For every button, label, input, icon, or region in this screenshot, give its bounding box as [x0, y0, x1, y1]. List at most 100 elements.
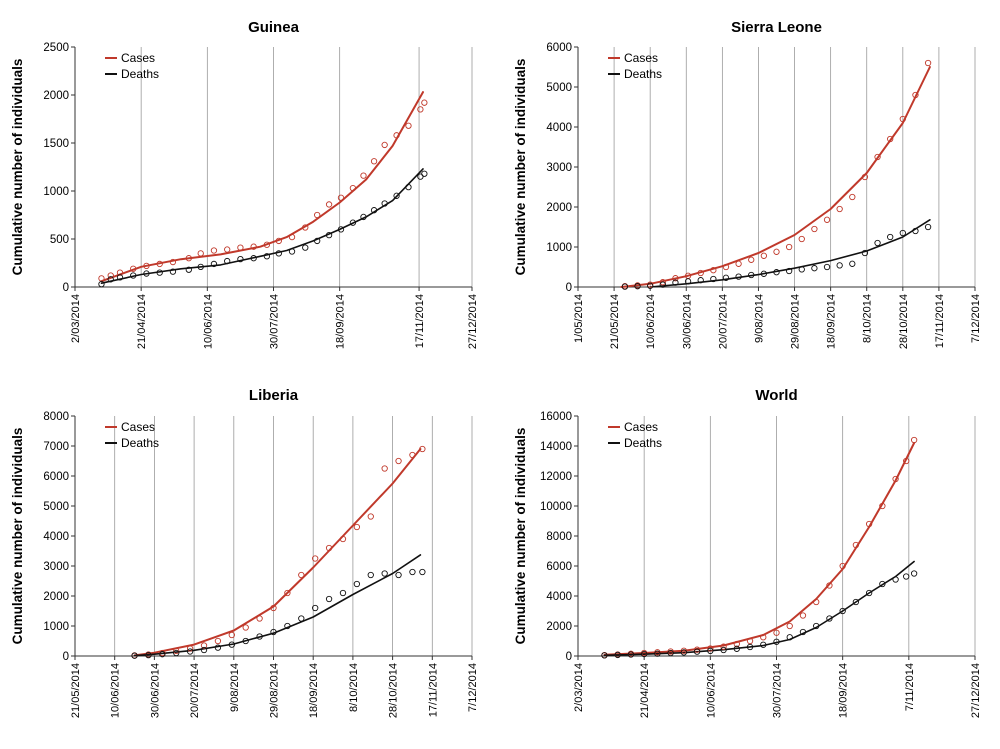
cases-point	[395, 457, 402, 465]
y-tick-label: 12000	[540, 471, 572, 483]
deaths-point	[852, 598, 860, 606]
deaths-point	[839, 607, 846, 615]
x-tick-label: 21/04/2014	[639, 663, 651, 718]
cases-point	[288, 233, 296, 241]
deaths-point	[924, 223, 932, 231]
deaths-point	[325, 595, 333, 603]
deaths-point	[107, 276, 114, 283]
cases-line	[133, 448, 422, 657]
deaths-point	[735, 273, 742, 280]
deaths-point	[760, 270, 768, 277]
y-tick-label: 3000	[43, 561, 69, 573]
chart-title: Sierra Leone	[731, 19, 822, 36]
y-axis-label: Cumulative number of individuals	[10, 428, 25, 645]
y-axis-label: Cumulative number of individuals	[10, 59, 25, 276]
deaths-point	[367, 571, 374, 579]
deaths-point	[393, 192, 400, 199]
legend-cases-label: Cases	[121, 51, 155, 65]
deaths-point	[707, 647, 714, 655]
cases-point	[693, 646, 701, 653]
cases-point	[799, 612, 807, 619]
cases-point	[786, 622, 793, 630]
x-tick-label: 29/08/2014	[790, 294, 802, 349]
x-tick-label: 7/11/2014	[904, 663, 916, 711]
deaths-point	[836, 262, 843, 269]
y-tick-label: 2000	[43, 90, 69, 102]
y-tick-label: 2000	[546, 621, 572, 633]
cases-point	[186, 645, 194, 652]
cases-point	[298, 571, 305, 579]
deaths-point	[302, 244, 309, 251]
cases-point	[224, 246, 231, 253]
deaths-point	[865, 589, 873, 597]
cases-point	[722, 263, 730, 271]
cases-point	[852, 541, 860, 549]
x-tick-label: 17/11/2014	[414, 294, 426, 348]
deaths-point	[672, 279, 679, 286]
cases-point	[707, 645, 714, 652]
deaths-point	[197, 263, 204, 270]
cases-point	[270, 604, 277, 612]
y-tick-label: 14000	[540, 441, 572, 453]
cases-point	[748, 256, 755, 263]
x-tick-label: 20/07/2014	[717, 294, 729, 349]
deaths-point	[270, 628, 277, 636]
cases-line	[603, 442, 916, 656]
cases-point	[659, 279, 666, 286]
cases-point	[130, 265, 137, 272]
x-tick-label: 30/07/2014	[772, 663, 784, 718]
deaths-line	[603, 560, 915, 657]
cases-point	[405, 122, 412, 129]
cases-point	[339, 535, 347, 543]
deaths-point	[360, 213, 367, 221]
cases-point	[256, 615, 263, 622]
cases-point	[325, 201, 333, 208]
cases-point	[773, 248, 780, 255]
deaths-point	[131, 652, 138, 659]
x-tick-label: 20/07/2014	[189, 663, 201, 718]
cases-point	[242, 624, 249, 631]
deaths-point	[861, 249, 869, 257]
y-tick-label: 4000	[546, 591, 572, 603]
deaths-point	[826, 615, 833, 622]
y-tick-label: 0	[63, 282, 69, 294]
x-tick-label: 27/12/2014	[467, 294, 479, 349]
x-tick-label: 9/08/2014	[753, 294, 765, 343]
cases-point	[760, 252, 768, 259]
chart-0: Guinea Cumulative number of individuals 0 5…	[10, 19, 479, 349]
deaths-point	[601, 652, 608, 659]
cases-point	[237, 244, 244, 251]
cases-point	[874, 153, 881, 161]
x-tick-label: 18/09/2014	[335, 294, 347, 349]
cases-point	[325, 544, 333, 552]
y-tick-label: 3000	[546, 162, 572, 174]
x-tick-label: 29/08/2014	[269, 663, 281, 718]
cases-point	[250, 243, 257, 250]
deaths-point	[849, 260, 856, 267]
deaths-point	[186, 648, 194, 655]
deaths-point	[693, 648, 701, 655]
deaths-point	[910, 570, 918, 577]
y-tick-label: 5000	[546, 82, 572, 94]
legend-cases-label: Cases	[624, 51, 658, 65]
cases-point	[116, 269, 124, 276]
deaths-point	[659, 281, 666, 288]
deaths-point	[130, 272, 137, 279]
deaths-point	[722, 274, 730, 281]
chart-2: Liberia Cumulative number of individuals 0…	[10, 387, 479, 718]
cases-point	[370, 158, 378, 165]
x-tick-label: 10/06/2014	[110, 663, 122, 718]
x-tick-label: 2/03/2014	[573, 663, 585, 712]
deaths-point	[874, 239, 881, 247]
legend-deaths-label: Deaths	[624, 436, 662, 450]
y-tick-label: 8000	[43, 411, 69, 423]
legend-deaths-label: Deaths	[624, 67, 662, 81]
y-tick-label: 0	[566, 282, 572, 294]
deaths-point	[823, 263, 831, 271]
cases-point	[735, 260, 742, 267]
cases-point	[823, 216, 831, 223]
deaths-point	[419, 568, 426, 576]
cases-point	[733, 640, 740, 648]
